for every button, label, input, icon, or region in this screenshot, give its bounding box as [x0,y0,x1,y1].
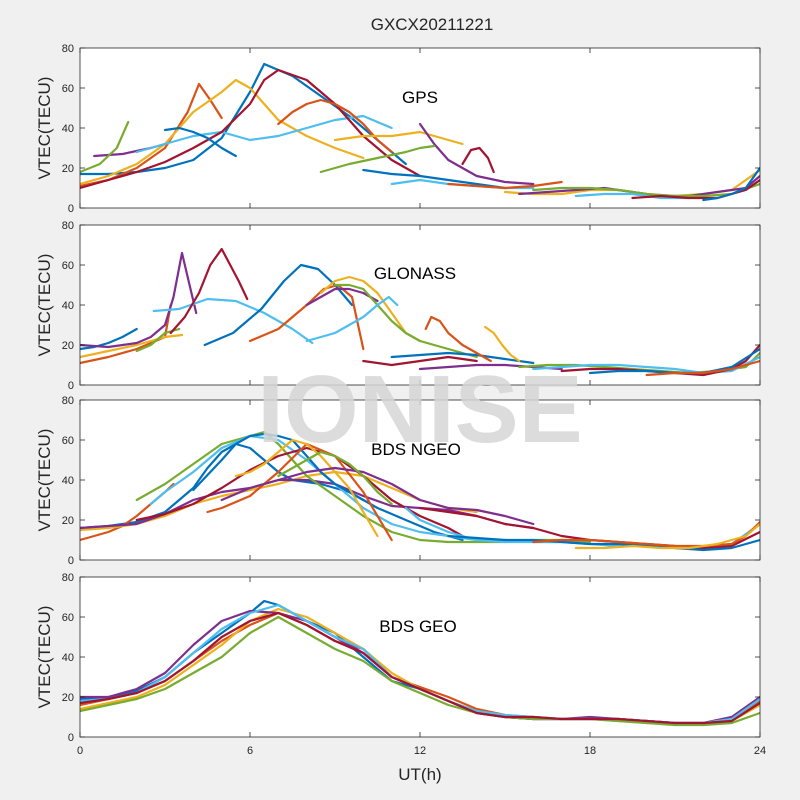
panel-bds-geo: 0 20 40 60 80 0 6 12 18 24 VTEC(TECU) BDS GEO [35,572,766,757]
y-tick-label: 20 [62,515,74,527]
series-line [80,333,184,359]
series-line [362,168,507,190]
series-line [461,146,495,174]
series-line [135,446,464,538]
series-line [305,287,379,307]
panel-label: GPS [402,88,438,107]
x-axis-label: UT(h) [398,765,441,784]
x-tick-label: 18 [584,745,596,757]
series-line [418,122,535,186]
x-tick-label: 24 [754,745,766,757]
panel-glonass: 0 20 40 60 80 VTEC(TECU) GLONASS [35,220,761,392]
panel-gps: 0 20 40 60 80 VTEC(TECU) GPS [35,43,761,215]
y-tick-label: 60 [62,612,74,624]
series-line [447,534,760,552]
series-line [220,466,535,526]
watermark: IONISE [257,356,582,463]
series-line [319,144,436,174]
series-line [277,450,393,506]
series-line [305,295,399,343]
y-tick-label: 80 [62,220,74,232]
panel-label: BDS GEO [379,617,456,636]
panel-label: GLONASS [374,264,456,283]
y-tick-label: 40 [62,652,74,664]
series-group [80,62,760,202]
series-line [80,327,138,351]
series-line [574,522,760,550]
x-tick-label: 0 [77,745,83,757]
series-line [80,442,464,542]
series-line [206,442,393,542]
y-tick-label: 80 [62,572,74,584]
series-line [532,182,760,198]
series-group [80,430,760,552]
panel-label: BDS NGEO [371,440,461,459]
y-axis-label: VTEC(TECU) [35,429,54,532]
series-line [80,251,198,349]
plot-area [80,48,760,208]
plot-area [80,577,760,737]
series-line [390,351,535,365]
series-line [631,178,760,200]
y-tick-label: 80 [62,395,74,407]
y-tick-label: 20 [62,692,74,704]
series-line [484,325,521,363]
series-line [447,180,563,190]
y-axis-label: VTEC(TECU) [35,606,54,709]
series-line [80,478,535,530]
series-group [80,247,760,377]
series-line [645,359,760,377]
y-axis-label: VTEC(TECU) [35,77,54,180]
series-line [80,303,172,365]
series-line [80,120,130,174]
x-tick-label: 6 [247,745,253,757]
chart-title: GXCX20211221 [371,15,494,34]
y-tick-label: 60 [62,260,74,272]
y-tick-label: 60 [62,435,74,447]
series-line [80,68,422,190]
y-tick-label: 0 [68,380,74,392]
series-line [80,611,760,725]
series-group [80,599,760,727]
series-line [362,355,478,367]
y-tick-label: 0 [68,732,74,744]
y-tick-label: 40 [62,475,74,487]
series-line [702,166,760,202]
series-line [418,363,563,371]
series-line [248,283,365,351]
series-line [80,615,760,727]
y-tick-label: 40 [62,300,74,312]
series-line [163,126,237,158]
series-line [277,98,393,154]
y-tick-label: 20 [62,340,74,352]
series-line [234,438,379,538]
panel-bds-ngeo: 0 20 40 60 80 VTEC(TECU) BDS NGEO [35,395,761,567]
y-tick-label: 60 [62,83,74,95]
series-line [424,315,492,363]
x-tick-label: 12 [414,745,426,757]
series-line [80,78,365,186]
series-line [192,432,365,502]
series-line [333,283,478,359]
series-line [169,247,249,335]
y-tick-label: 0 [68,555,74,567]
series-line [135,114,393,154]
y-tick-label: 20 [62,163,74,175]
plot-area [80,400,760,560]
y-tick-label: 0 [68,203,74,215]
y-tick-label: 40 [62,123,74,135]
series-line [532,520,760,548]
y-axis-label: VTEC(TECU) [35,254,54,357]
y-tick-label: 80 [62,43,74,55]
series-line [152,297,314,345]
series-line [333,130,464,146]
series-line [574,192,691,200]
